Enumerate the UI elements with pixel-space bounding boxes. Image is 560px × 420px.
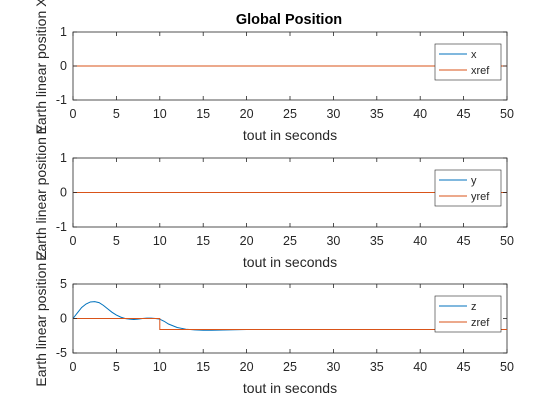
x-tick-label: 50 (500, 107, 514, 121)
legend-entry-z: z (471, 301, 477, 313)
y-tick-label: 0 (60, 312, 67, 326)
x-tick-label: 40 (413, 107, 427, 121)
x-tick-label: 50 (500, 360, 514, 374)
legend: x xref (434, 43, 502, 81)
x-tick-label: 25 (283, 107, 297, 121)
y-tick-label: 0 (60, 186, 67, 200)
x-tick-label: 5 (113, 234, 120, 248)
y-tick-label: -1 (56, 93, 67, 107)
legend-box (434, 169, 502, 207)
x-tick-label: 15 (196, 360, 210, 374)
y-tick-label: -5 (56, 346, 67, 360)
legend-box (434, 295, 502, 333)
x-tick-label: 25 (283, 234, 297, 248)
y-axis-label: Earth linear position Z (33, 250, 49, 387)
x-tick-label: 15 (196, 107, 210, 121)
legend-box (434, 43, 502, 81)
x-tick-label: 30 (326, 360, 340, 374)
x-tick-label: 30 (326, 234, 340, 248)
x-tick-label: 45 (457, 107, 471, 121)
legend-entry-xref: xref (471, 65, 490, 77)
x-tick-label: 15 (196, 234, 210, 248)
y-axis-label: Earth linear position Y (33, 123, 49, 260)
legend-entry-zref: zref (471, 317, 490, 329)
x-tick-label: 10 (153, 234, 167, 248)
x-tick-label: 45 (457, 234, 471, 248)
x-axis-label: tout in seconds (243, 380, 337, 396)
series-line-zref (73, 318, 507, 331)
x-tick-label: 0 (70, 234, 77, 248)
legend-entry-yref: yref (471, 191, 490, 203)
y-tick-label: -1 (56, 220, 67, 234)
y-tick-label: 1 (60, 151, 67, 165)
x-tick-label: 5 (113, 107, 120, 121)
x-tick-label: 30 (326, 107, 340, 121)
x-tick-label: 35 (370, 234, 384, 248)
x-axis-label: tout in seconds (243, 127, 337, 143)
x-tick-label: 40 (413, 360, 427, 374)
x-tick-label: 25 (283, 360, 297, 374)
y-axis-label: Earth linear position X (33, 0, 49, 134)
x-tick-label: 40 (413, 234, 427, 248)
x-tick-label: 45 (457, 360, 471, 374)
x-tick-label: 35 (370, 360, 384, 374)
y-tick-label: 0 (60, 59, 67, 73)
x-tick-label: 10 (153, 360, 167, 374)
x-tick-label: 50 (500, 234, 514, 248)
x-tick-label: 35 (370, 107, 384, 121)
legend: z zref (434, 295, 502, 333)
legend-entry-x: x (471, 49, 477, 61)
y-tick-label: 5 (60, 277, 67, 291)
x-tick-label: 5 (113, 360, 120, 374)
x-tick-label: 0 (70, 360, 77, 374)
x-tick-label: 0 (70, 107, 77, 121)
figure-title: Global Position (236, 12, 342, 28)
x-tick-label: 10 (153, 107, 167, 121)
x-tick-label: 20 (240, 360, 254, 374)
y-tick-label: 1 (60, 25, 67, 39)
x-tick-label: 20 (240, 234, 254, 248)
legend-entry-y: y (471, 175, 477, 187)
legend: y yref (434, 169, 502, 207)
x-tick-label: 20 (240, 107, 254, 121)
x-axis-label: tout in seconds (243, 254, 337, 270)
